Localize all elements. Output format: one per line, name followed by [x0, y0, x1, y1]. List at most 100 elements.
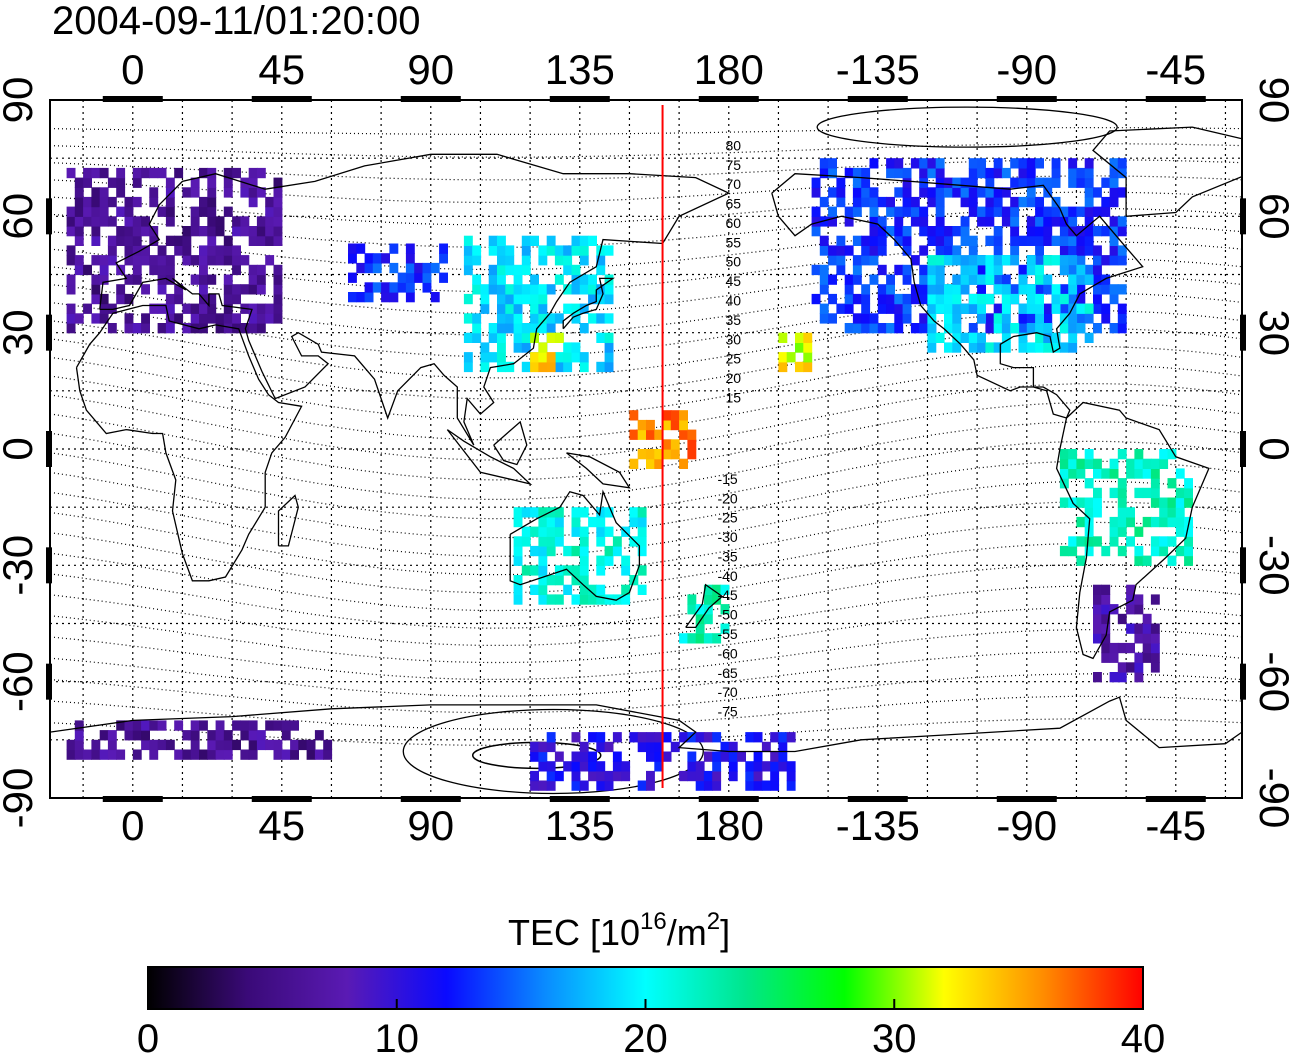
tec-cell — [273, 235, 283, 246]
tec-cell — [968, 196, 978, 208]
tec-cell — [124, 245, 134, 256]
tec-cell — [207, 187, 217, 198]
tec-cell — [1043, 235, 1053, 246]
tec-cell — [1117, 313, 1127, 324]
tec-cell — [165, 196, 175, 208]
tec-cell — [1109, 245, 1119, 256]
tec-cell — [745, 770, 755, 782]
tec-cell — [1093, 584, 1102, 595]
tec-cell — [554, 526, 564, 537]
tec-cell — [165, 293, 175, 305]
tec-cell — [74, 235, 84, 246]
tec-cell — [621, 555, 631, 566]
lon-tick-label-bottom: -90 — [996, 802, 1057, 849]
bottom-tick-bar — [996, 796, 1057, 802]
tec-cell — [621, 770, 631, 782]
tec-cell — [786, 780, 796, 791]
tec-cell — [463, 264, 473, 276]
tec-cell — [116, 749, 126, 760]
tec-cell — [174, 749, 184, 760]
tec-cell — [563, 761, 573, 772]
tec-cell — [389, 282, 399, 293]
tec-cell — [1043, 274, 1053, 285]
tec-cell — [1117, 478, 1127, 489]
tec-cell — [993, 342, 1003, 353]
tec-cell — [546, 332, 556, 343]
tec-cell — [1109, 158, 1119, 169]
tec-cell — [1109, 216, 1119, 227]
tec-cell — [927, 332, 937, 343]
tec-cell — [604, 361, 614, 373]
tec-cell — [1150, 594, 1160, 605]
tec-cell — [1051, 235, 1061, 246]
tec-cell — [530, 507, 539, 518]
tec-cell — [149, 167, 159, 179]
tec-cell — [1026, 177, 1036, 188]
tec-cell — [165, 274, 175, 285]
tec-cell — [604, 274, 614, 285]
tec-cell — [505, 255, 515, 266]
tec-cell — [554, 516, 564, 528]
tec-cell — [778, 761, 788, 772]
tec-cell — [1018, 313, 1028, 324]
tec-cell — [497, 303, 506, 314]
tec-cell — [960, 187, 970, 198]
tec-cell — [596, 361, 606, 373]
tec-cell — [116, 720, 126, 731]
tec-cell — [1101, 226, 1111, 237]
tec-cell — [546, 313, 556, 324]
tec-cell — [720, 584, 730, 595]
tec-cell — [232, 293, 241, 305]
tec-cell — [1026, 313, 1036, 324]
tec-cell — [795, 342, 804, 353]
tec-cell — [91, 187, 101, 198]
tec-cell — [1126, 536, 1135, 547]
tec-cell — [207, 196, 217, 208]
tec-cell — [894, 216, 904, 227]
tec-cell — [1001, 206, 1011, 217]
tec-cell — [596, 264, 606, 276]
tec-cell — [1026, 255, 1036, 266]
tec-cell — [207, 245, 217, 256]
coastlines — [50, 126, 1242, 753]
tec-cell — [952, 313, 962, 324]
tec-cell — [1035, 274, 1044, 285]
tec-cell — [968, 274, 978, 285]
tec-cell — [968, 303, 978, 314]
tec-cell — [381, 282, 390, 293]
tec-cell — [844, 245, 854, 256]
tec-cell — [927, 264, 937, 276]
tec-cell — [265, 216, 275, 227]
tec-cell — [554, 536, 564, 547]
tec-cell — [927, 187, 937, 198]
tec-cell — [66, 313, 76, 324]
tec-cell — [165, 177, 175, 188]
tec-cell — [223, 177, 233, 188]
tec-cell — [869, 158, 879, 169]
coastline-north-america — [771, 173, 1144, 419]
tec-cell — [852, 235, 862, 246]
tec-cell — [844, 206, 854, 217]
tec-cell — [604, 507, 614, 518]
tec-cell — [157, 206, 167, 217]
tec-cell — [1084, 478, 1094, 489]
tec-cell — [977, 167, 986, 179]
tec-cell — [513, 284, 523, 295]
tec-cell — [563, 284, 573, 295]
tec-cell — [1184, 536, 1193, 547]
tec-cell — [1068, 468, 1078, 479]
tec-cell — [877, 235, 887, 246]
coastline-japan — [562, 277, 615, 330]
tec-cell — [579, 545, 589, 557]
tec-cell — [571, 545, 581, 557]
tec-cell — [761, 761, 771, 772]
tec-cell — [1084, 177, 1094, 188]
tec-cell — [1142, 633, 1152, 644]
tec-cell — [695, 780, 705, 791]
tec-cell — [828, 245, 837, 256]
tec-cell — [1126, 516, 1135, 528]
tec-cell — [1117, 226, 1127, 237]
tec-cell — [132, 274, 142, 285]
tec-cell — [190, 749, 200, 760]
tec-cell — [107, 255, 117, 266]
